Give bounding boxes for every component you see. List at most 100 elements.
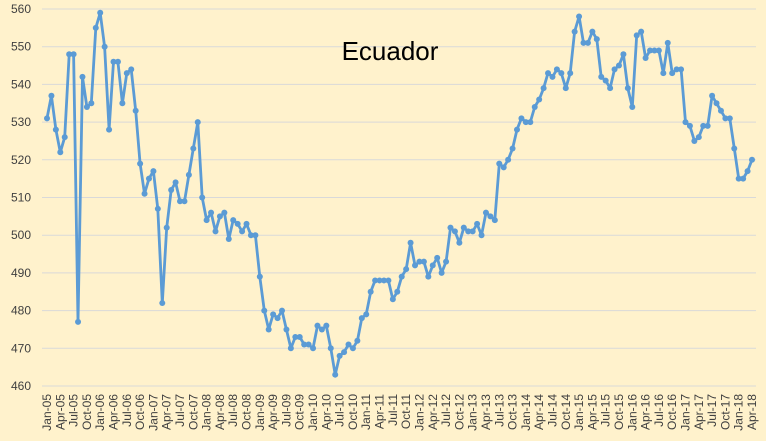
x-tick-label: Apr-12 (426, 394, 440, 430)
data-point (429, 262, 436, 269)
data-point (52, 126, 59, 133)
data-point (695, 134, 702, 141)
data-point (234, 220, 241, 227)
x-tick-label: Jan-17 (678, 394, 692, 431)
data-point (669, 70, 676, 77)
data-point (380, 277, 387, 284)
data-point (190, 145, 197, 152)
data-point (420, 258, 427, 265)
data-point (522, 119, 529, 126)
series-layer (44, 9, 755, 378)
x-tick-label: Jul-08 (226, 394, 240, 427)
data-point (642, 55, 649, 62)
data-point (265, 326, 272, 333)
data-point (296, 333, 303, 340)
x-tick-label: Jan-12 (412, 394, 426, 431)
data-point (172, 179, 179, 186)
data-point (336, 352, 343, 359)
data-point (270, 311, 277, 318)
data-point (549, 73, 556, 80)
data-point (261, 307, 268, 314)
data-point (137, 160, 144, 167)
data-point (562, 85, 569, 92)
x-tick-label: Jul-16 (652, 394, 666, 427)
x-tick-label: Apr-06 (107, 394, 121, 430)
data-point (48, 92, 55, 99)
data-point (425, 273, 432, 280)
data-point (110, 58, 117, 65)
x-tick-label: Jan-08 (200, 394, 214, 431)
data-point (252, 232, 259, 239)
data-point (611, 66, 618, 73)
data-point (726, 115, 733, 122)
data-point (500, 164, 507, 171)
data-point (256, 273, 263, 280)
data-point (633, 32, 640, 39)
data-point (655, 47, 662, 54)
data-point (505, 156, 512, 163)
data-point (119, 100, 126, 107)
data-point (292, 333, 299, 340)
x-tick-label: Jul-17 (705, 394, 719, 427)
data-point (443, 258, 450, 265)
x-tick-label: Jan-15 (572, 394, 586, 431)
data-point (576, 13, 583, 20)
data-point (145, 175, 152, 182)
data-point (159, 300, 166, 307)
data-point (447, 224, 454, 231)
x-tick-label: Apr-16 (639, 394, 653, 430)
data-point (465, 228, 472, 235)
data-point (691, 137, 698, 144)
data-point (358, 315, 365, 322)
x-axis-ticks: Jan-05 Apr-05 Jul-05 Oct-05 Jan-06 Apr-06 Jul-… (40, 394, 759, 431)
data-point (70, 51, 77, 58)
x-tick-label: Jan-14 (519, 394, 533, 431)
data-point (208, 209, 215, 216)
data-point (101, 43, 108, 50)
data-point (664, 39, 671, 46)
y-tick-label: 510 (11, 191, 31, 205)
data-point (221, 209, 228, 216)
data-point (673, 66, 680, 73)
data-point (305, 341, 312, 348)
x-tick-label: Oct-15 (612, 394, 626, 430)
data-point (722, 115, 729, 122)
data-point (638, 28, 645, 35)
x-tick-label: Jul-15 (599, 394, 613, 427)
data-point (602, 77, 609, 84)
x-tick-label: Apr-17 (692, 394, 706, 430)
data-point (545, 70, 552, 77)
data-point (132, 107, 139, 114)
data-point (749, 156, 755, 163)
data-point (584, 39, 591, 46)
data-point (163, 224, 170, 231)
y-tick-label: 540 (11, 77, 31, 91)
y-tick-label: 550 (11, 40, 31, 54)
x-tick-label: Oct-06 (133, 394, 147, 430)
data-point (460, 224, 467, 231)
data-point (740, 175, 747, 182)
x-tick-label: Oct-05 (80, 394, 94, 430)
data-point (332, 371, 339, 378)
y-tick-label: 560 (11, 2, 31, 16)
data-point (686, 122, 693, 129)
data-point (482, 209, 489, 216)
data-point (141, 190, 148, 197)
data-point (731, 145, 738, 152)
data-point (123, 70, 130, 77)
data-point (154, 205, 161, 212)
data-point (474, 220, 481, 227)
data-point (274, 315, 281, 322)
data-point (212, 228, 219, 235)
data-point (230, 217, 237, 224)
x-tick-label: Oct-16 (665, 394, 679, 430)
data-point (678, 66, 685, 73)
data-point (629, 104, 636, 111)
x-tick-label: Apr-18 (745, 394, 759, 430)
data-point (385, 277, 392, 284)
data-point (491, 217, 498, 224)
data-point (607, 85, 614, 92)
x-tick-label: Oct-13 (506, 394, 520, 430)
x-tick-label: Apr-05 (53, 394, 67, 430)
